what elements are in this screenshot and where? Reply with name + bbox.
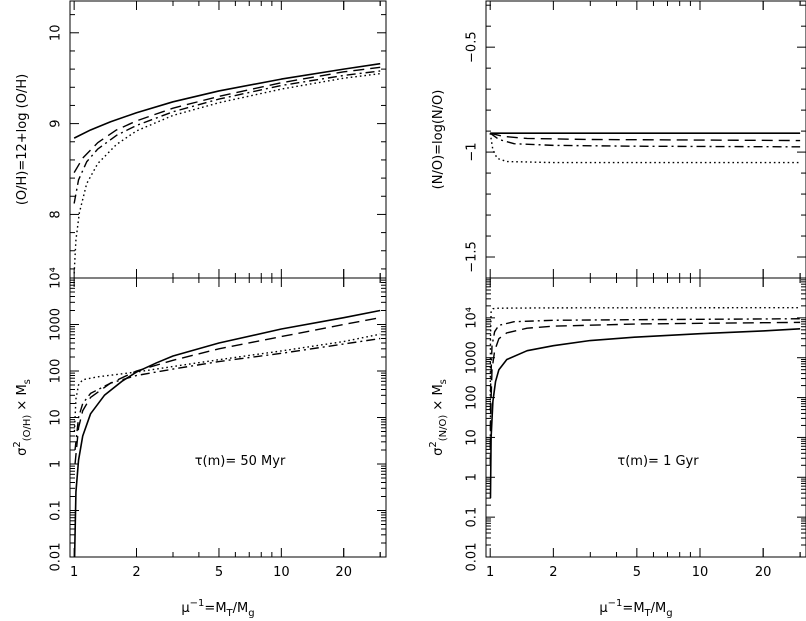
series-dotted-curve [489,306,801,410]
y-tick-label: −1.5 [465,241,480,273]
y-tick-label: 10⁴ [49,267,64,289]
series-solid-curve [489,328,801,499]
y-axis-label: (N/O)=log(N/O) [431,90,446,190]
x-tick-label: 2 [549,565,557,580]
series-dashed-curve [490,132,801,142]
series-dashdot-curve [489,318,801,450]
x-tick-label: 5 [215,565,223,580]
y-tick-label: 1000 [49,308,64,341]
series-solid-curve [73,62,381,139]
series-dotted-curve [73,333,381,432]
x-tick-label: 2 [132,565,140,580]
y-tick-label: 10⁴ [465,307,480,329]
annotation-timescale: τ(m)= 50 Myr [195,454,286,469]
y-tick-label: 10 [49,25,64,42]
y-tick-label: 10 [465,429,480,446]
y-tick-label: 0.01 [49,543,64,572]
plot-frame [69,0,387,279]
series-dashdot-curve [73,70,381,204]
y-tick-label: 1 [465,473,480,481]
x-tick-label: 5 [633,565,641,580]
y-tick-label: 9 [49,119,64,127]
series-solid-curve [73,309,381,558]
series-dashdot-curve [489,132,801,148]
annotation-timescale: τ(m)= 1 Gyr [617,454,699,469]
y-tick-label: 10 [49,409,64,426]
series-dashed-curve [74,317,381,465]
y-axis-label: σ2(N/O) × Ms [428,379,449,456]
y-tick-label: 100 [465,385,480,410]
plot-frame [69,277,387,558]
panel-bottom-left-oh-variance: 1 2 5 10 20 0.01 0.1 1 10 100 1000 10⁴ σ2(O/H) × Ms μ… [12,267,387,619]
x-axis-label: μ−1=MT/Mg [181,598,254,619]
plot-frame [485,277,806,558]
y-axis-label: (O/H)=12+log (O/H) [15,74,30,205]
series-dotted-curve [73,72,381,274]
y-tick-label: 0.1 [465,507,480,528]
series-dashed-curve [489,321,801,466]
y-tick-label: −1 [465,143,480,162]
y-tick-label: −0.5 [465,31,480,63]
x-tick-label: 1 [486,565,494,580]
y-axis-label: σ2(O/H) × Ms [12,379,33,456]
y-tick-label: 0.1 [49,500,64,521]
panel-bottom-right-no-variance: 1 2 5 10 20 0.01 0.1 1 10 100 1000 10⁴ σ2(N/O) × Ms μ… [428,277,806,619]
panel-top-right-no-ratio: −1.5 −1 −0.5 (N/O)=log(N/O) [431,0,806,279]
y-tick-label: 8 [49,210,64,218]
series-dashed-curve [73,66,381,174]
y-tick-label: 100 [49,359,64,384]
y-tick-label: 0.01 [465,543,480,572]
series-dotted-curve [489,133,801,164]
x-tick-label: 20 [335,565,352,580]
panel-top-left-oh-abundance: 8 9 10 (O/H)=12+log (O/H) [15,0,387,279]
y-tick-label: 1 [49,460,64,468]
x-tick-label: 10 [692,565,709,580]
x-tick-label: 20 [755,565,772,580]
x-tick-label: 10 [273,565,290,580]
x-tick-label: 1 [70,565,78,580]
y-tick-label: 1000 [465,341,480,374]
series-dashdot-curve [74,337,381,451]
x-axis-label: μ−1=MT/Mg [599,598,672,619]
